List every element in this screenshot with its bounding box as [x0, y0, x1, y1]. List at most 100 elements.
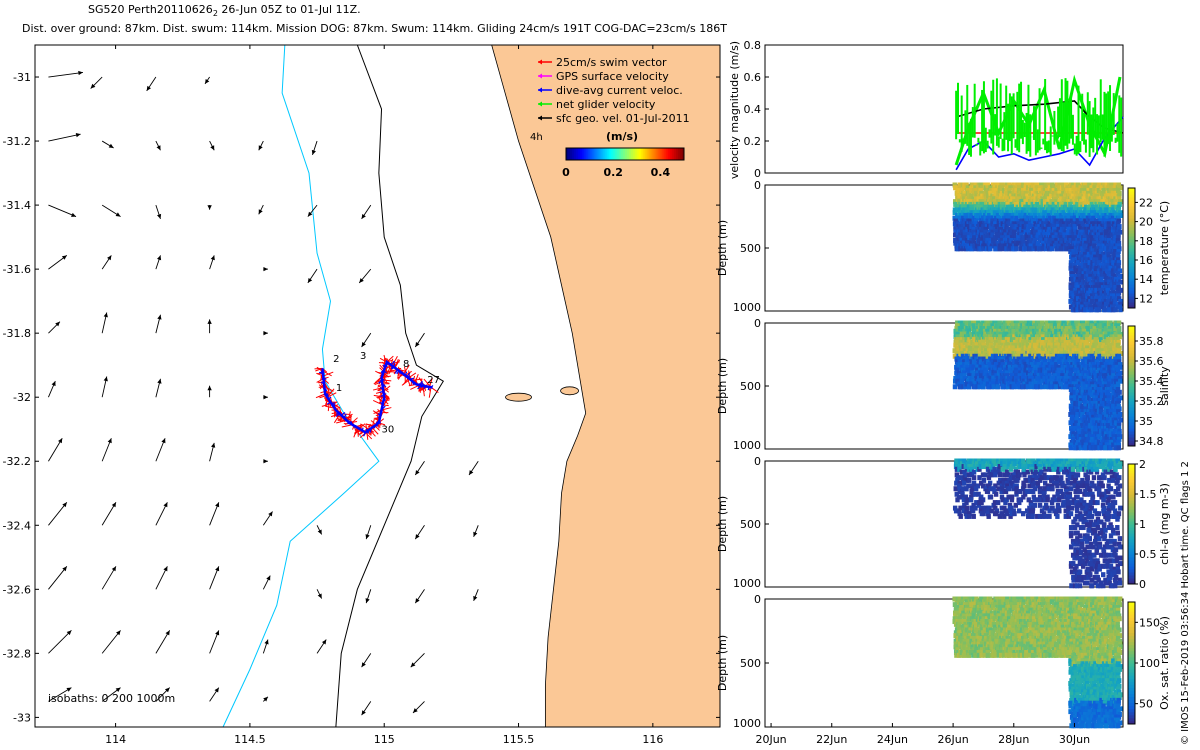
section-data-point	[991, 204, 996, 210]
section-data-point	[1090, 282, 1095, 288]
section-data-point	[1048, 229, 1054, 235]
section-data-point	[1027, 201, 1033, 207]
section-data-point	[1081, 260, 1086, 266]
section-data-point	[981, 207, 986, 213]
section-data-point	[1092, 282, 1097, 288]
section-data-point	[1082, 201, 1087, 207]
section-data-point	[1063, 362, 1069, 368]
section-data-point	[1071, 251, 1077, 257]
section-data-point	[1006, 226, 1011, 232]
section-data-point	[1073, 339, 1078, 345]
geo-velocity-arrowhead	[111, 502, 116, 508]
map-colorbar-cell	[670, 148, 673, 160]
track-dive-label: 30	[382, 424, 395, 435]
section-data-point	[1077, 323, 1083, 329]
section-data-point	[1050, 334, 1055, 340]
section-data-point	[990, 221, 995, 227]
section-data-point	[1072, 304, 1077, 310]
section-data-point	[1024, 235, 1029, 241]
section-data-point	[1032, 224, 1037, 230]
section-data-point	[1083, 406, 1089, 412]
geo-velocity-arrowhead	[62, 502, 67, 508]
section-data-point	[1000, 342, 1006, 348]
section-data-point	[1023, 337, 1028, 343]
section-data-point	[1018, 229, 1023, 235]
section-data-point	[1073, 342, 1079, 348]
section-data-point	[1094, 439, 1099, 445]
section-data-point	[1011, 384, 1016, 390]
section-data-point	[1077, 423, 1082, 429]
section-data-point	[1097, 279, 1103, 285]
section-data-point	[1026, 193, 1031, 199]
section-data-point	[1070, 409, 1076, 415]
map-colorbar-tick-label: 0.4	[651, 166, 671, 179]
section-data-point	[1115, 279, 1120, 285]
section-data-point	[1093, 226, 1098, 232]
section-data-point	[1003, 375, 1008, 381]
section-data-point	[1049, 337, 1055, 343]
geo-velocity-arrowhead	[307, 211, 313, 217]
section-data-point	[961, 235, 967, 241]
section-data-point	[1053, 243, 1058, 249]
section-data-point	[960, 375, 965, 381]
section-data-point	[1060, 373, 1065, 379]
section-data-point	[1112, 282, 1117, 288]
section-data-point	[1039, 384, 1045, 390]
map-xtick-label: 116	[642, 733, 663, 746]
section-data-point	[1095, 395, 1100, 401]
section-data-point	[983, 182, 988, 188]
section-data-point	[1014, 215, 1019, 221]
section-data-point	[1112, 185, 1118, 191]
section-data-point	[1005, 359, 1010, 365]
section-data-point	[1068, 201, 1073, 207]
section-data-point	[1097, 434, 1102, 440]
section-data-point	[1113, 298, 1118, 304]
map-colorbar-cell	[581, 148, 585, 160]
section-data-point	[1025, 370, 1031, 376]
section-data-point	[996, 328, 1001, 334]
section-data-point	[1067, 373, 1073, 379]
section-data-point	[1007, 326, 1013, 332]
section-data-point	[1064, 212, 1069, 218]
section-data-point	[1018, 320, 1024, 326]
section-data-point	[1025, 188, 1030, 194]
section-data-point	[999, 185, 1005, 191]
section-data-point	[1064, 246, 1069, 252]
section-data-point	[958, 384, 963, 390]
section-data-point	[1086, 307, 1091, 313]
section-data-point	[1086, 251, 1092, 257]
section-data-point	[965, 331, 971, 337]
section-data-point	[1056, 201, 1062, 207]
section-data-point	[1021, 345, 1026, 351]
section-data-point	[1005, 356, 1010, 362]
section-data-point	[1090, 279, 1096, 285]
section-data-point	[1066, 207, 1072, 213]
section-data-point	[1007, 182, 1012, 188]
section-data-point	[1086, 185, 1091, 191]
map-colorbar-cell	[660, 148, 663, 160]
section-data-point	[1072, 403, 1078, 409]
section-colorbar-cell	[1128, 290, 1135, 294]
section-data-point	[1051, 356, 1057, 362]
section-data-point	[1091, 420, 1097, 426]
section-data-point	[1046, 182, 1052, 188]
section-data-point	[1056, 207, 1061, 213]
section-colorbar-cell	[1128, 254, 1135, 258]
map-colorbar-cell	[573, 148, 577, 160]
section-data-point	[1028, 356, 1033, 362]
section-data-point	[1057, 185, 1062, 191]
section-data-point	[1024, 224, 1029, 230]
section-data-point	[1029, 323, 1034, 329]
section-data-point	[962, 356, 968, 362]
section-data-point	[1068, 445, 1074, 451]
dac-vector	[326, 394, 329, 398]
section-data-point	[1063, 353, 1068, 359]
section-data-point	[1019, 226, 1024, 232]
section-data-point	[1058, 328, 1063, 334]
section-data-point	[1068, 434, 1073, 440]
section-data-point	[1064, 235, 1070, 241]
section-data-point	[1025, 226, 1031, 232]
section-data-point	[1090, 409, 1095, 415]
section-data-point	[1098, 273, 1103, 279]
